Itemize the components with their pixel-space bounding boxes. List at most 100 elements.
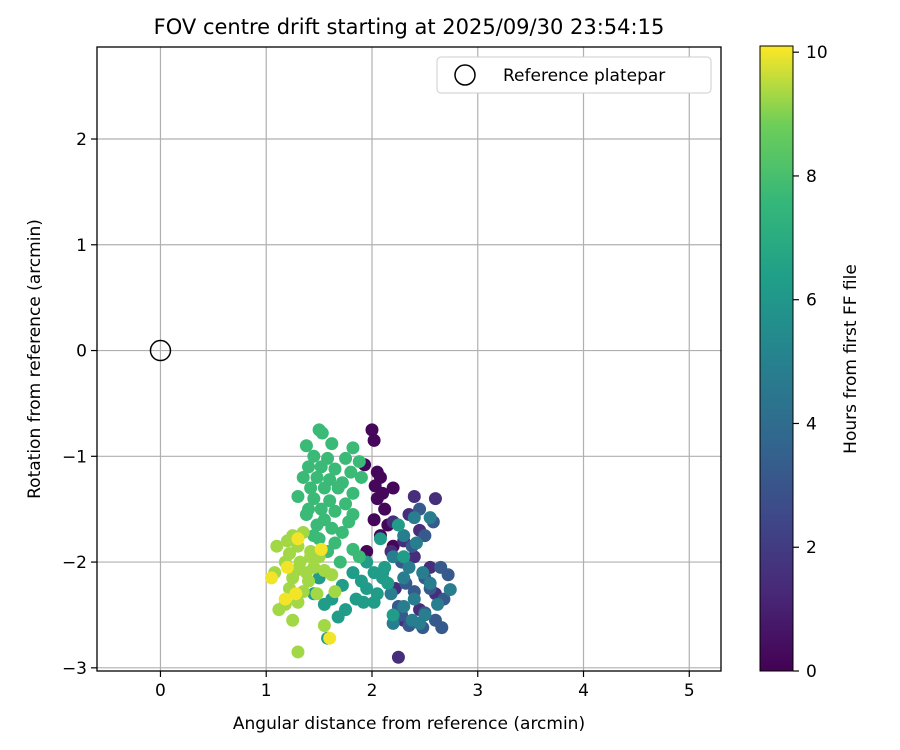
data-point (423, 576, 437, 590)
data-point (431, 597, 445, 611)
x-tick-label: 0 (155, 681, 166, 701)
data-point (335, 525, 349, 539)
data-point (391, 518, 405, 532)
y-tick-label: 1 (76, 236, 87, 256)
data-point (286, 571, 300, 585)
chart-title: FOV centre drift starting at 2025/09/30 … (154, 15, 665, 39)
legend-box (436, 56, 712, 94)
data-point (302, 574, 316, 588)
data-point (302, 460, 316, 474)
data-point (331, 610, 345, 624)
data-point (378, 502, 392, 516)
data-point (365, 423, 379, 437)
colorbar-tick-label: 2 (806, 538, 817, 558)
data-point (346, 441, 360, 455)
data-point (342, 515, 356, 529)
x-tick-label: 3 (472, 681, 483, 701)
x-tick-label: 2 (367, 681, 378, 701)
data-point (367, 433, 381, 447)
data-point (423, 511, 437, 525)
data-point (367, 513, 381, 527)
data-point (317, 597, 331, 611)
data-point (310, 587, 324, 601)
y-tick-label: 2 (76, 130, 87, 150)
scatter-points (149, 339, 457, 664)
data-point (443, 583, 457, 597)
data-point (384, 587, 398, 601)
data-point (357, 595, 371, 609)
data-point (304, 481, 318, 495)
data-point (407, 550, 421, 564)
data-point (272, 603, 286, 617)
data-point (360, 582, 374, 596)
data-point (367, 595, 381, 609)
data-point (339, 451, 353, 465)
data-point (339, 497, 353, 511)
data-point (435, 621, 449, 635)
data-point (314, 460, 328, 474)
colorbar-tick-label: 4 (806, 414, 817, 434)
data-point (323, 494, 337, 508)
data-point (314, 502, 328, 516)
data-point (310, 518, 324, 532)
data-point (278, 592, 292, 606)
y-tick-label: −1 (62, 447, 87, 467)
legend-marker-reference (454, 64, 476, 86)
data-point (346, 486, 360, 500)
data-point (299, 507, 313, 521)
data-point (409, 536, 423, 550)
data-point (331, 481, 345, 495)
data-point (397, 571, 411, 585)
y-tick-label: −3 (62, 659, 87, 679)
data-point (328, 536, 342, 550)
data-point (307, 492, 321, 506)
data-point (397, 550, 411, 564)
data-point (428, 492, 442, 506)
colorbar-tick-label: 10 (806, 43, 828, 63)
y-axis-label: Rotation from reference (arcmin) (25, 219, 45, 499)
x-axis-label: Angular distance from reference (arcmin) (233, 714, 585, 734)
data-point (325, 568, 339, 582)
data-point (441, 568, 455, 582)
data-point (346, 566, 360, 580)
x-tick-label: 4 (578, 681, 589, 701)
data-point (299, 439, 313, 453)
y-tick-label: −2 (62, 553, 87, 573)
data-point (391, 650, 405, 664)
data-point (386, 608, 400, 622)
data-point (328, 504, 342, 518)
data-point (386, 481, 400, 495)
data-point (416, 566, 430, 580)
data-point (291, 532, 305, 546)
data-point (328, 462, 342, 476)
x-axis-ticks: 0 1 2 3 4 5 (155, 671, 695, 701)
data-point (354, 470, 368, 484)
data-point (265, 571, 279, 585)
x-tick-label: 1 (261, 681, 272, 701)
data-point (370, 492, 384, 506)
colorbar-tick-label: 8 (806, 167, 817, 187)
data-point (373, 532, 387, 546)
data-point (296, 470, 310, 484)
legend-label-reference: Reference platepar (503, 66, 665, 86)
data-point (333, 555, 347, 569)
data-point (291, 489, 305, 503)
data-point (289, 587, 303, 601)
colorbar-label: Hours from first FF file (841, 264, 861, 454)
data-point (317, 481, 331, 495)
data-point (286, 613, 300, 627)
x-tick-label: 5 (684, 681, 695, 701)
data-point (323, 631, 337, 645)
data-point (307, 529, 321, 543)
data-point (314, 542, 328, 556)
data-point (407, 511, 421, 525)
data-point (270, 539, 284, 553)
data-point (325, 521, 339, 535)
data-point (397, 599, 411, 613)
data-point (280, 534, 294, 548)
data-point (307, 449, 321, 463)
data-point (291, 645, 305, 659)
colorbar-tick-label: 0 (806, 662, 817, 682)
data-point (352, 550, 366, 564)
